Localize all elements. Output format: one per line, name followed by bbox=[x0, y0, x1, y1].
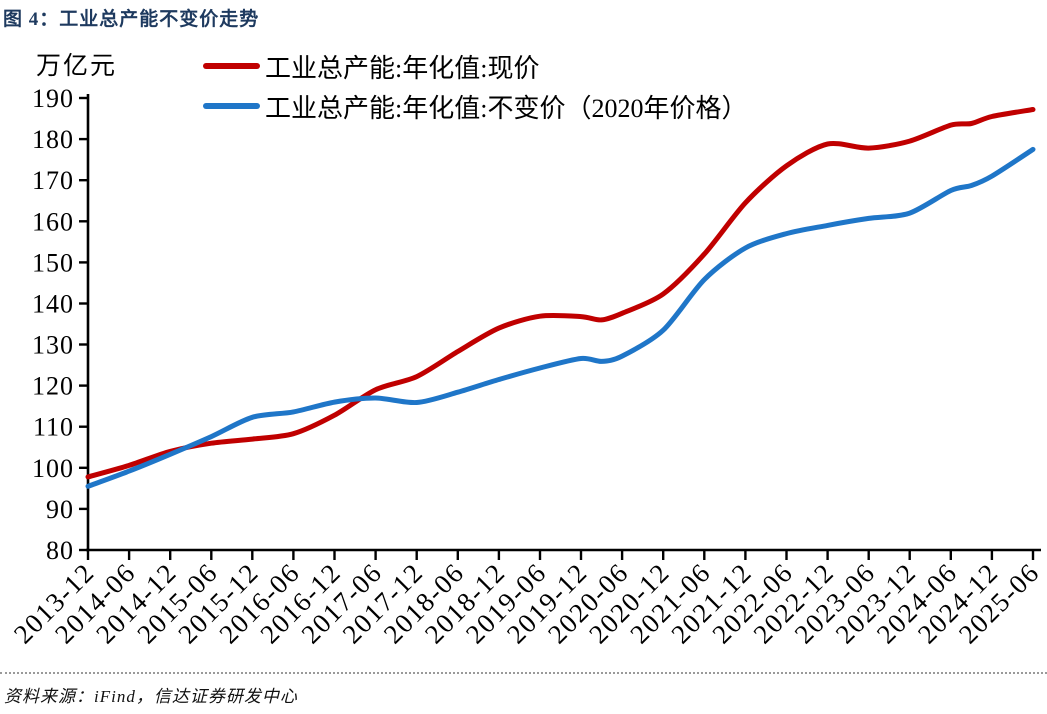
y-tick-label: 110 bbox=[33, 413, 74, 442]
legend-item-current-price: 工业总产能:年化值:现价 bbox=[203, 46, 747, 86]
y-tick-label: 100 bbox=[32, 454, 74, 483]
legend-label: 工业总产能:年化值:不变价（2020年价格） bbox=[265, 93, 748, 123]
y-tick-label: 180 bbox=[32, 125, 74, 154]
y-tick-label: 170 bbox=[32, 166, 74, 195]
series-line-constant-price bbox=[85, 146, 1036, 489]
chart-legend: 工业总产能:年化值:现价 工业总产能:年化值:不变价（2020年价格） bbox=[203, 46, 747, 126]
y-tick-label: 150 bbox=[32, 248, 74, 277]
figure-title: 图 4：工业总产能不变价走势 bbox=[3, 9, 260, 30]
source-divider: 资料来源：iFind，信达证券研发中心 bbox=[0, 672, 1047, 714]
source-note-text: 资料来源：iFind，信达证券研发中心 bbox=[4, 687, 298, 706]
legend-item-constant-price: 工业总产能:年化值:不变价（2020年价格） bbox=[203, 86, 747, 126]
legend-line-swatch-blue bbox=[203, 103, 260, 109]
legend-line-swatch-red bbox=[203, 63, 260, 69]
y-axis-unit-label: 万亿元 bbox=[36, 53, 118, 80]
y-tick-label: 190 bbox=[32, 84, 74, 113]
y-tick-label: 80 bbox=[46, 536, 74, 565]
y-tick-label: 130 bbox=[32, 331, 74, 360]
y-tick-label: 90 bbox=[46, 495, 74, 524]
y-tick-label: 120 bbox=[32, 372, 74, 401]
legend-label: 工业总产能:年化值:现价 bbox=[265, 53, 540, 83]
y-tick-label: 160 bbox=[32, 207, 74, 236]
y-tick-label: 140 bbox=[32, 290, 74, 319]
series-line-current-price bbox=[85, 107, 1036, 480]
